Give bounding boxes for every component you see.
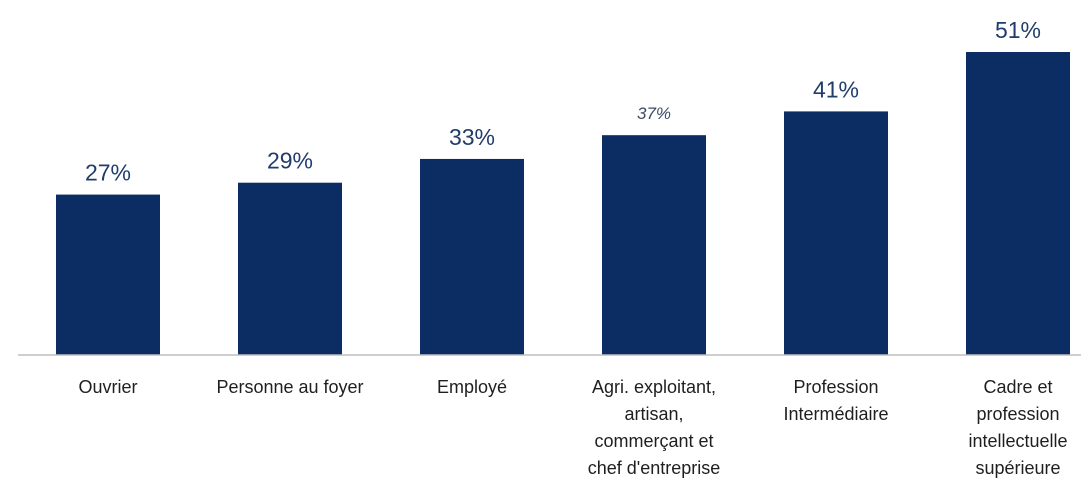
bar-personne-au-foyer <box>238 182 342 355</box>
category-label-profession-intermediaire: Profession Intermédiaire <box>783 377 888 424</box>
category-label-cadre-et-profession-intellectuelle-superieure: Cadre et profession intellectuelle supérieu… <box>968 377 1067 478</box>
value-label-personne-au-foyer: 29% <box>267 148 313 174</box>
value-label-employe: 33% <box>449 124 495 150</box>
value-label-agri-exploitant-artisan-commercant-et-chef-d-entreprise: 37% <box>637 104 671 123</box>
category-label-line: Ouvrier <box>78 377 137 397</box>
category-label-agri-exploitant-artisan-commercant-et-chef-d-entreprise: Agri. exploitant, artisan, commerçant et ch… <box>588 377 721 478</box>
category-label-line: Personne au foyer <box>216 377 363 397</box>
bar-agri-exploitant-artisan-commercant-et-chef-d-entreprise <box>602 135 706 355</box>
bar-cadre-et-profession-intellectuelle-superieure <box>966 52 1070 355</box>
bar-ouvrier <box>56 194 160 355</box>
category-label-employe: Employé <box>437 377 507 397</box>
category-label-line: Agri. exploitant, <box>592 377 716 397</box>
bar-employe <box>420 158 524 355</box>
bar-profession-intermediaire <box>784 111 888 355</box>
category-label-line: Employé <box>437 377 507 397</box>
category-label-line: profession <box>976 404 1059 424</box>
category-labels-layer: Ouvrier Personne au foyer Employé Agri. exp… <box>78 377 1067 478</box>
category-label-line: artisan, <box>624 404 683 424</box>
category-label-line: Profession <box>793 377 878 397</box>
category-label-line: commerçant et <box>594 431 713 451</box>
bars-layer <box>56 52 1070 355</box>
category-label-line: supérieure <box>975 458 1060 478</box>
category-label-line: Intermédiaire <box>783 404 888 424</box>
category-label-line: chef d'entreprise <box>588 458 721 478</box>
value-label-cadre-et-profession-intellectuelle-superieure: 51% <box>995 17 1041 43</box>
value-label-ouvrier: 27% <box>85 160 131 186</box>
category-label-personne-au-foyer: Personne au foyer <box>216 377 363 397</box>
value-labels-layer: 27% 29% 33% 37% 41% 51% <box>85 17 1041 186</box>
category-label-line: intellectuelle <box>968 431 1067 451</box>
category-label-ouvrier: Ouvrier <box>78 377 137 397</box>
category-label-line: Cadre et <box>983 377 1052 397</box>
value-label-profession-intermediaire: 41% <box>813 76 859 102</box>
